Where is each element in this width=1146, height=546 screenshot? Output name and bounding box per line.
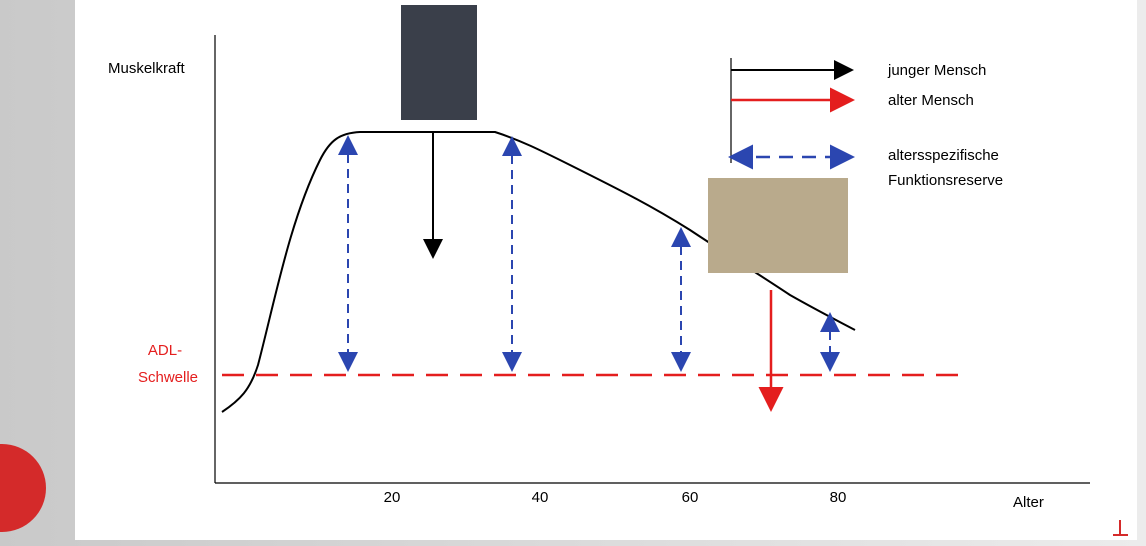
threshold-label: ADL- (148, 342, 182, 359)
legend-label: alter Mensch (888, 92, 974, 109)
photo-old (708, 178, 848, 273)
legend-label: altersspezifische (888, 147, 999, 164)
x-tick-label: 40 (532, 489, 549, 506)
slide: Muskelkraft Alter 20 40 60 80 ADL- Schwe… (0, 0, 1146, 546)
y-axis-label: Muskelkraft (108, 60, 186, 77)
panel (75, 0, 1137, 540)
x-tick-label: 60 (682, 489, 699, 506)
legend-label: Funktionsreserve (888, 172, 1003, 189)
x-axis-label: Alter (1013, 494, 1044, 511)
x-tick-label: 80 (830, 489, 847, 506)
x-tick-label: 20 (384, 489, 401, 506)
legend-label: junger Mensch (887, 62, 986, 79)
threshold-label: Schwelle (138, 369, 198, 386)
photo-young (401, 5, 477, 120)
